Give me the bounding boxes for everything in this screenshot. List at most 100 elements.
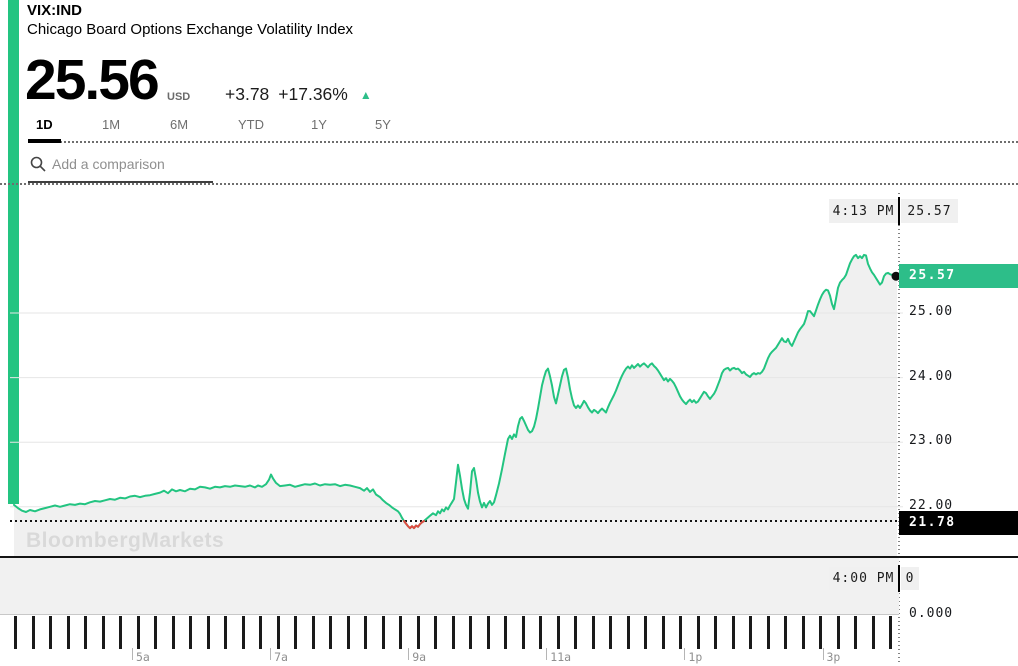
volume-tick-bar [889,616,892,649]
panel-divider [0,556,1018,558]
volume-tick-bar [469,616,472,649]
volume-tick-bar [784,616,787,649]
volume-tick-bar [451,616,455,649]
volume-tick-bar [539,616,542,649]
x-axis-label: 1p [688,650,703,664]
currency-label: USD [167,91,191,103]
volume-tick-bar [416,616,420,649]
volume-tick-bar [154,616,157,649]
tab-1m[interactable]: 1M [102,117,121,132]
volume-tick-bar [749,616,752,649]
volume-tick-bar [801,616,805,649]
volume-tick-bar [31,616,35,649]
tab-5y[interactable]: 5Y [375,117,391,132]
security-name: Chicago Board Options Exchange Volatilit… [27,21,354,38]
volume-tick-bar [679,616,682,649]
crosshair-line-segment [898,197,900,225]
search-underline [28,181,213,183]
volume-tick-bar [574,616,577,649]
x-axis-label: 5a [136,650,150,664]
volume-tick-bar [696,616,700,649]
volume-tick-bar [224,616,227,649]
volume-tick-bar [241,616,245,649]
price-chart[interactable] [0,185,1018,666]
x-axis-label: 3p [826,650,841,664]
volume-tick-bar [136,616,140,649]
volume-tick-bar [294,616,297,649]
volume-tick-bar [661,616,665,649]
crosshair-line-segment [898,565,900,592]
volume-tick-bar [171,616,175,649]
volume-tick-bar [364,616,367,649]
volume-tick-bar [836,616,840,649]
volume-tick-bar [819,616,822,649]
volume-tick-bar [714,616,717,649]
volume-tick-bar [311,616,315,649]
volume-tick-bar [66,616,70,649]
volume-tick-bar [399,616,402,649]
active-tab-underline [28,139,61,143]
volume-tick-bar [626,616,630,649]
volume-tick-bar [434,616,437,649]
x-axis-label: 11a [550,650,572,664]
volume-tick-bar [644,616,647,649]
volume-tick-bar [84,616,87,649]
bloomberg-watermark: BloombergMarkets [26,529,225,552]
accent-bar [8,0,19,504]
price-change-row: +3.78 +17.36% ▲ [225,84,372,105]
y-axis-label: 22.00 [909,498,954,513]
volume-axis-label: 0.000 [909,606,954,621]
chart-top-separator [0,183,1018,185]
volume-zero-line [0,614,899,615]
gridlines [10,312,903,508]
volume-tick-bar [276,616,280,649]
tab-1d[interactable]: 1D [36,117,53,132]
last-price-badge: 25.57 [899,264,1018,288]
x-axis-label: 7a [274,650,288,664]
tab-ytd[interactable]: YTD [238,117,264,132]
add-comparison-input[interactable] [52,153,252,175]
x-axis-tick [822,648,824,660]
volume-tick-bar [521,616,525,649]
x-axis-tick [270,648,272,660]
x-axis-tick [132,648,133,660]
change-percent: +17.36% [278,84,348,104]
period-tabs: 1D 1M 6M YTD 1Y 5Y [0,117,1018,141]
area-fill [14,254,897,557]
volume-tick-bar [871,616,875,649]
volume-panel [0,558,899,615]
price-line [13,253,898,530]
volume-tick-bar [381,616,385,649]
volume-tick-bar [766,616,770,649]
volume-tick-bar [189,616,192,649]
crosshair-price-tooltip: 25.57 [901,199,958,223]
x-axis-tick [684,648,686,660]
y-axis-label: 23.00 [909,433,954,448]
volume-tick-bar [49,616,52,649]
x-axis-tick [546,648,548,660]
volume-crosshair-value-tooltip: 0 [901,567,919,590]
previous-close-badge: 21.78 [899,511,1018,535]
volume-tick-bar [101,616,105,649]
volume-crosshair-time-tooltip: 4:00 PM [829,567,898,590]
tabs-separator [28,141,1018,143]
change-absolute: +3.78 [225,84,270,104]
volume-tick-bar [731,616,735,649]
volume-tick-bar [591,616,595,649]
last-price: 25.56 [25,48,160,112]
volume-tick-bar [504,616,507,649]
below-close-red-segment [403,520,425,530]
search-icon [30,156,46,172]
volume-tick-bar [206,616,210,649]
y-axis-label: 24.00 [909,369,954,384]
volume-tick-bar [259,616,262,649]
last-trade-dot [891,271,901,281]
x-axis-label: 9a [412,650,427,664]
tab-1y[interactable]: 1Y [311,117,327,132]
volume-tick-bar [609,616,612,649]
volume-tick-bar [329,616,332,649]
volume-tick-bar [14,616,17,649]
tab-6m[interactable]: 6M [170,117,189,132]
volume-tick-bar [486,616,490,649]
